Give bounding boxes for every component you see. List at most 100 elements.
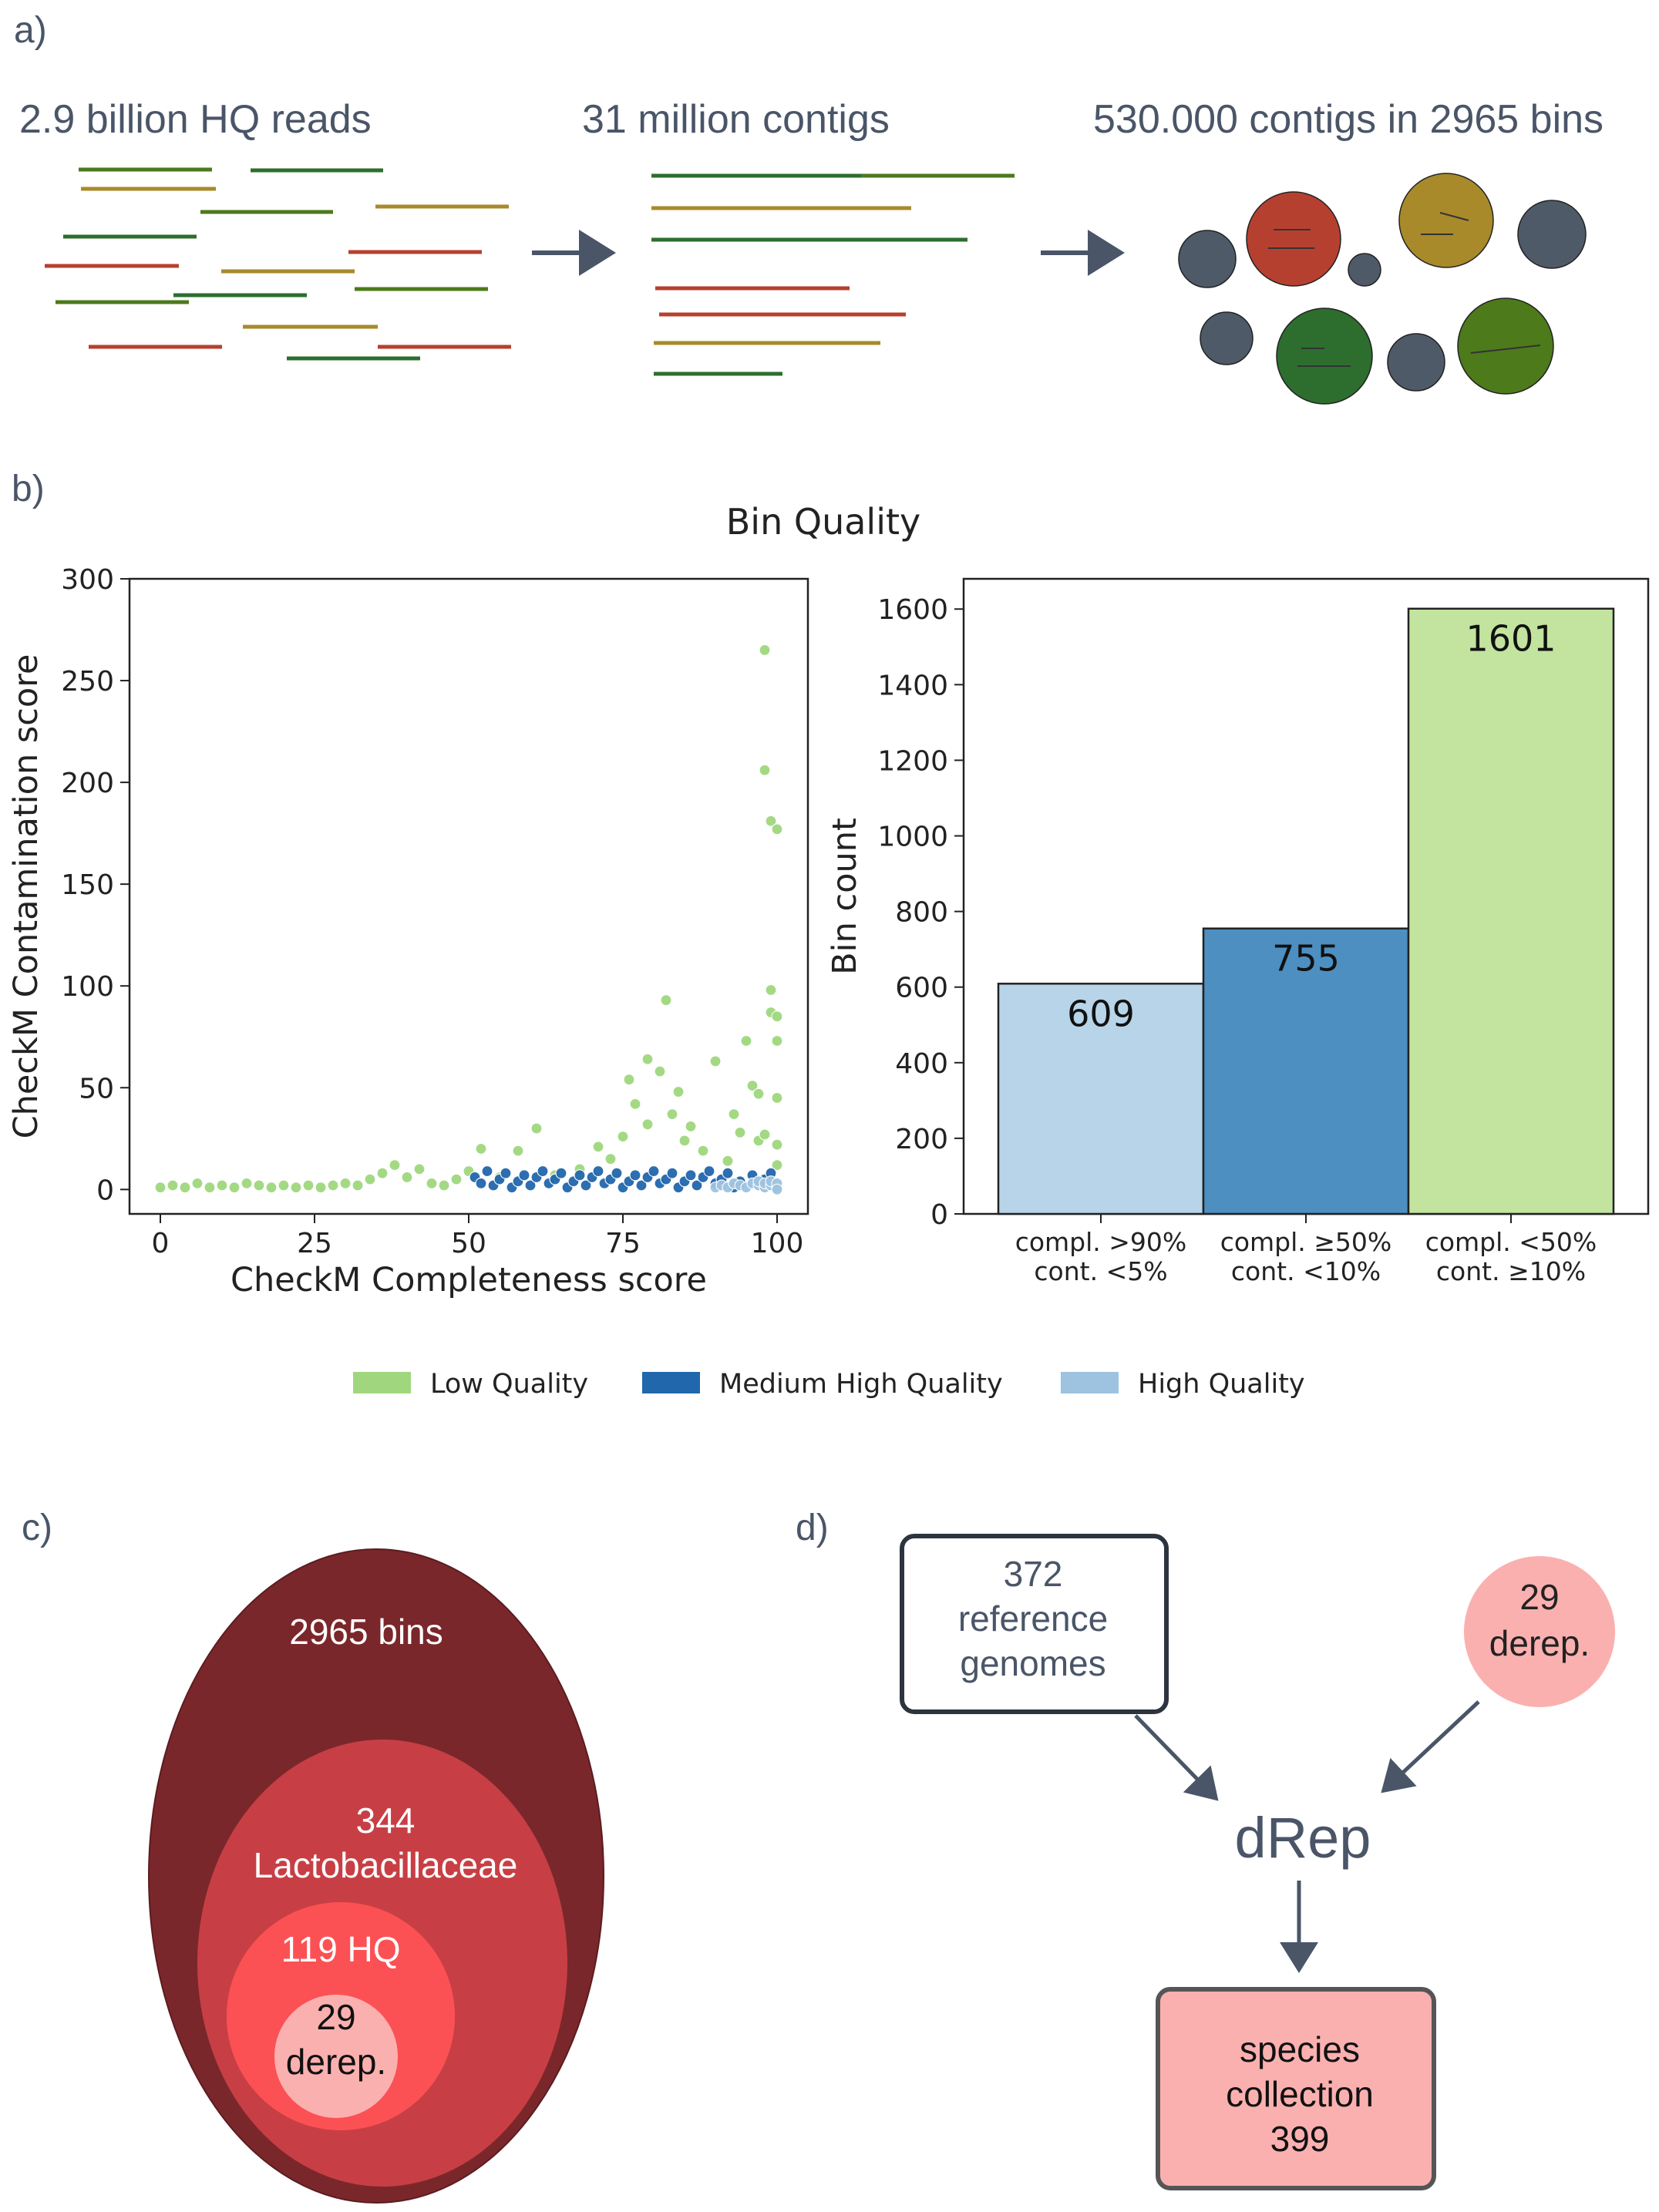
- chart-title: Bin Quality: [726, 501, 920, 543]
- scatter-point-0-19: [389, 1159, 401, 1172]
- legend-label-0: Low Quality: [430, 1369, 588, 1400]
- scatter-point-0-22: [426, 1177, 438, 1189]
- reference-label-1: reference: [958, 1598, 1108, 1639]
- scatter-point-0-42: [672, 1085, 685, 1098]
- scatter-point-0-9: [265, 1182, 278, 1194]
- scatter-point-0-2: [179, 1182, 191, 1194]
- scatter-point-0-0: [154, 1182, 167, 1194]
- scatter-point-0-32: [592, 1141, 604, 1153]
- scatter-point-0-47: [722, 1155, 734, 1167]
- scatter-point-0-11: [290, 1182, 302, 1194]
- bar-y-ticks: 0 200 400 600 800 1000 1200 1400 1600: [877, 594, 964, 1231]
- bins-illustration: [1178, 173, 1587, 405]
- scatter-point-0-55: [759, 644, 771, 657]
- panel-b-label: b): [12, 469, 45, 509]
- scatter-x-tick-label: 25: [297, 1228, 332, 1259]
- bar-category-label-0-1: cont. <5%: [1034, 1256, 1167, 1286]
- bar-category-label-2-1: cont. ≥10%: [1436, 1256, 1586, 1286]
- bar-category-label-1-0: compl. ≥50%: [1220, 1227, 1392, 1257]
- scatter-points: [154, 644, 783, 1195]
- scatter-point-1-11: [537, 1165, 549, 1178]
- bar-category-label-0-0: compl. >90%: [1015, 1227, 1187, 1257]
- bar-y-tick-label: 1600: [877, 594, 948, 626]
- scatter-point-0-21: [413, 1163, 426, 1175]
- scatter-point-0-65: [771, 1159, 783, 1172]
- scatter-point-0-46: [709, 1055, 722, 1067]
- reads-illustration: [45, 167, 511, 361]
- circle-derep: [274, 1995, 398, 2118]
- scatter-point-0-43: [678, 1135, 691, 1147]
- scatter-point-1-38: [703, 1165, 715, 1178]
- bar-y-tick-label: 1400: [877, 670, 948, 701]
- scatter-point-0-57: [765, 815, 777, 827]
- scatter-point-0-49: [734, 1126, 746, 1138]
- legend: Low Quality Medium High Quality High Quali…: [353, 1369, 1305, 1400]
- scatter-point-1-29: [648, 1165, 660, 1178]
- bar-y-tick-label: 200: [895, 1124, 948, 1155]
- panel-a-label: a): [14, 10, 47, 51]
- legend-swatch-0: [353, 1372, 411, 1393]
- panel-d-label: d): [796, 1508, 829, 1548]
- scatter-point-0-37: [641, 1118, 654, 1131]
- bar-y-tick-label: 1000: [877, 822, 948, 853]
- scatter-point-0-7: [241, 1177, 253, 1189]
- species-collection-box: [1156, 1987, 1436, 2190]
- scatter-plot-area: [128, 577, 809, 1215]
- scatter-point-1-18: [580, 1179, 592, 1192]
- scatter-point-1-14: [555, 1167, 567, 1179]
- scatter-point-0-28: [512, 1145, 524, 1157]
- derep-label: derep.: [1489, 1623, 1590, 1663]
- scatter-point-0-6: [228, 1182, 241, 1194]
- scatter-plot: 0 25 50 75 100 0 50 100 150 200 250 300 CheckM Com…: [7, 564, 809, 1299]
- collection-label-1: species: [1240, 2029, 1360, 2069]
- scatter-point-1-2: [481, 1165, 493, 1178]
- bar-y-tick-label: 1200: [877, 745, 948, 777]
- arrow-derep-to-drep: [1381, 1700, 1480, 1793]
- scatter-point-0-50: [740, 1034, 752, 1047]
- scatter-point-0-24: [450, 1173, 463, 1185]
- scatter-y-tick-label: 100: [61, 971, 114, 1003]
- scatter-point-0-23: [438, 1179, 450, 1192]
- scatter-point-1-35: [685, 1169, 697, 1182]
- scatter-point-1-9: [524, 1179, 537, 1192]
- scatter-x-ticks: 0 25 50 75 100: [152, 1214, 804, 1259]
- contigs-heading: 31 million contigs: [582, 97, 890, 142]
- bar-y-tick-label: 0: [930, 1199, 948, 1231]
- label-lacto-count: 344: [356, 1800, 416, 1841]
- scatter-point-0-35: [623, 1074, 635, 1086]
- bar-x-tick-labels: compl. >90%cont. <5% compl. ≥50%cont. <10…: [1015, 1214, 1597, 1286]
- scatter-point-0-39: [654, 1065, 666, 1077]
- scatter-y-tick-label: 50: [79, 1073, 114, 1104]
- scatter-point-0-41: [666, 1108, 678, 1121]
- scatter-point-0-10: [278, 1179, 290, 1192]
- legend-label-2: High Quality: [1138, 1369, 1305, 1400]
- scatter-point-0-40: [660, 994, 672, 1007]
- arrow-ref-to-drep: [1134, 1714, 1219, 1801]
- scatter-x-tick-label: 50: [451, 1228, 486, 1259]
- scatter-point-0-62: [771, 1034, 783, 1047]
- scatter-point-0-38: [641, 1053, 654, 1065]
- bar-value-label-2: 1601: [1466, 618, 1556, 660]
- scatter-point-0-16: [352, 1179, 364, 1192]
- scatter-y-tick-label: 200: [61, 768, 114, 799]
- panel-c-label: c): [22, 1508, 52, 1548]
- scatter-point-1-23: [611, 1167, 623, 1179]
- scatter-point-0-17: [364, 1173, 376, 1185]
- bars: 609 755 1601: [997, 607, 1615, 1215]
- collection-count: 399: [1270, 2119, 1330, 2159]
- bar-value-label-1: 755: [1272, 938, 1340, 980]
- scatter-point-0-8: [253, 1179, 265, 1192]
- scatter-x-tick-label: 100: [751, 1228, 804, 1259]
- scatter-point-0-20: [401, 1171, 413, 1184]
- scatter-point-1-26: [629, 1169, 641, 1182]
- bar-value-label-0: 609: [1067, 993, 1135, 1034]
- scatter-point-1-17: [574, 1169, 586, 1182]
- nested-ellipses: 2965 bins 344 Lactobacillaceae 119 HQ 29…: [148, 1548, 604, 2204]
- bar-y-tick-label: 400: [895, 1048, 948, 1080]
- scatter-point-0-53: [752, 1088, 765, 1100]
- bar-chart: 609 755 1601 0 200 400 600 800 1000 1200 1400 1600…: [826, 577, 1650, 1286]
- derep-count: 29: [1519, 1577, 1559, 1617]
- scatter-point-0-3: [191, 1177, 204, 1189]
- scatter-point-0-48: [728, 1108, 740, 1121]
- collection-label-2: collection: [1226, 2074, 1374, 2114]
